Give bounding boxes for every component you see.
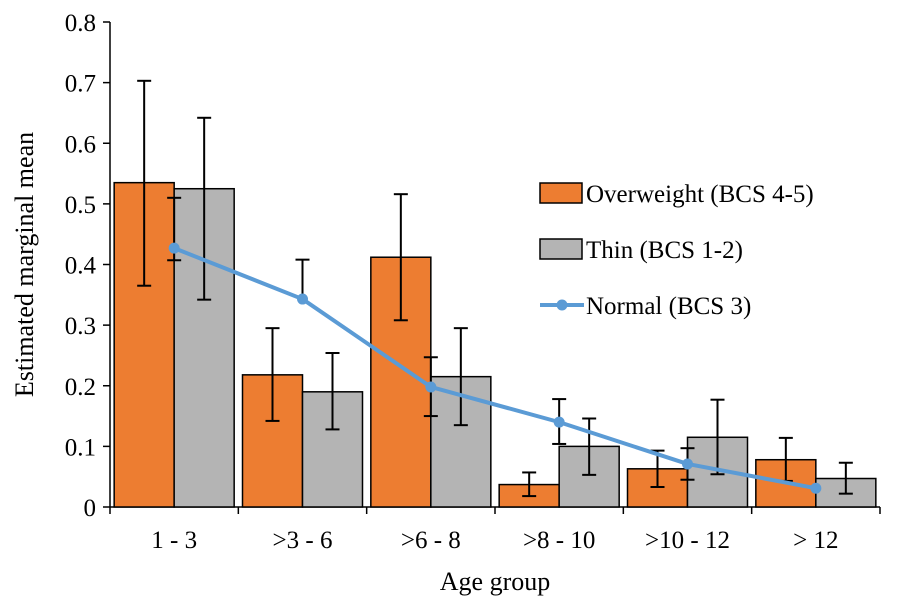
y-tick-label: 0.2 bbox=[65, 374, 96, 401]
normal-line bbox=[173, 246, 817, 491]
y-tick-label: 0.5 bbox=[65, 192, 96, 219]
legend-label: Thin (BCS 1-2) bbox=[586, 237, 743, 264]
normal-point bbox=[425, 381, 437, 393]
legend-label: Overweight (BCS 4-5) bbox=[586, 181, 814, 208]
x-tick-label: > 12 bbox=[793, 527, 838, 554]
normal-point bbox=[553, 416, 565, 428]
normal-point bbox=[168, 242, 180, 254]
x-ticks: 1 - 3 >3 - 6 >6 - 8 >8 - 10 >10 - 12 > 12 bbox=[109, 507, 881, 554]
normal-point bbox=[682, 458, 693, 470]
legend-swatch bbox=[539, 182, 583, 204]
y-tick-label: 0.7 bbox=[65, 71, 96, 98]
x-tick-label: >6 - 8 bbox=[401, 527, 461, 554]
x-tick-label: >10 - 12 bbox=[645, 527, 730, 554]
y-axis-title: Estimated marginal mean bbox=[10, 132, 39, 397]
x-tick-label: >3 - 6 bbox=[273, 527, 333, 554]
y-tick-label: 0.6 bbox=[65, 131, 96, 158]
y-tick-label: 0.4 bbox=[65, 253, 97, 280]
y-tick-label: 0 bbox=[84, 495, 97, 522]
normal-point bbox=[810, 482, 822, 494]
x-axis-title: Age group bbox=[440, 567, 550, 596]
bar-error-bars bbox=[137, 79, 853, 498]
legend: Overweight (BCS 4-5) Thin (BCS 1-2) Normal… bbox=[539, 181, 814, 320]
x-tick-label: 1 - 3 bbox=[151, 527, 197, 554]
y-tick-label: 0.3 bbox=[65, 313, 96, 340]
bars bbox=[113, 181, 877, 508]
line-series bbox=[167, 196, 822, 494]
y-ticks: 0 0.1 0.2 0.3 0.4 0.5 0.6 0.7 0.8 bbox=[65, 10, 110, 522]
y-tick-label: 0.1 bbox=[65, 434, 96, 461]
legend-label: Normal (BCS 3) bbox=[586, 293, 751, 320]
legend-swatch bbox=[539, 238, 583, 260]
legend-marker bbox=[556, 299, 568, 311]
normal-point bbox=[297, 293, 308, 305]
y-tick-label: 0.8 bbox=[65, 10, 96, 37]
x-tick-label: >8 - 10 bbox=[523, 527, 595, 554]
